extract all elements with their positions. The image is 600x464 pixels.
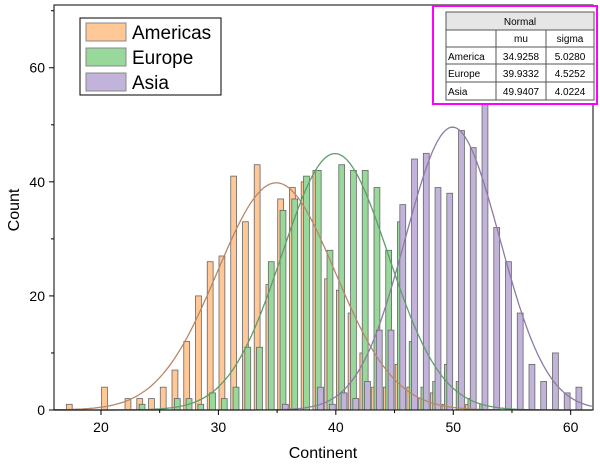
legend-label-asia: Asia xyxy=(132,73,169,94)
bar-asia xyxy=(469,147,477,411)
bar-asia xyxy=(375,329,383,411)
bar-europe xyxy=(173,398,181,411)
bar-europe xyxy=(232,386,240,411)
table-header-mu: mu xyxy=(514,34,528,45)
y-axis: 0 20 40 60 xyxy=(29,10,54,418)
x-tick-label: 60 xyxy=(563,419,579,435)
y-tick-label: 20 xyxy=(29,288,45,304)
x-axis: 20 30 40 50 60 xyxy=(93,410,579,435)
legend-swatch-asia xyxy=(85,72,127,92)
y-tick-label: 0 xyxy=(37,402,45,418)
bar-asia xyxy=(317,386,324,411)
bar-americas xyxy=(230,175,238,411)
legend-label-europe: Europe xyxy=(132,48,193,69)
table-row-label: America xyxy=(448,52,485,63)
bar-europe xyxy=(279,209,287,411)
table-cell-sigma: 4.5252 xyxy=(555,69,586,80)
y-tick-label: 60 xyxy=(29,60,45,76)
bar-americas xyxy=(148,398,155,411)
bar-europe xyxy=(350,170,357,411)
x-tick-label: 20 xyxy=(93,419,109,435)
table-cell-mu: 49.9407 xyxy=(503,87,540,98)
bar-europe xyxy=(326,249,334,411)
bar-asia xyxy=(540,381,548,411)
bar-asia xyxy=(387,329,395,411)
bar-americas xyxy=(218,255,226,411)
table-grid xyxy=(445,29,595,101)
y-axis-label: Count xyxy=(6,188,23,231)
bar-asia xyxy=(516,312,524,411)
x-tick-label: 40 xyxy=(328,419,344,435)
bar-europe xyxy=(244,346,252,411)
plot-frame xyxy=(53,4,594,411)
bar-asia xyxy=(434,187,442,411)
legend: Americas Europe Asia xyxy=(79,17,222,96)
bar-europe xyxy=(197,403,205,411)
legend-swatch-europe xyxy=(85,47,127,67)
table-cell-mu: 34.9258 xyxy=(503,52,540,63)
x-axis-label: Continent xyxy=(289,445,358,462)
fit-parameters-table: Normal mu sigma America 34.9258 5.0280 E… xyxy=(432,5,598,105)
bar-americas xyxy=(159,386,167,411)
legend-swatch-americas xyxy=(85,22,127,42)
y-tick-label: 40 xyxy=(29,174,45,190)
bar-asia xyxy=(399,204,407,411)
bar-asia xyxy=(352,398,360,411)
bar-asia xyxy=(340,392,348,411)
bar-asia xyxy=(422,152,430,411)
table-row-label: Asia xyxy=(448,87,468,98)
bar-asia xyxy=(493,227,501,411)
table-cell-sigma: 5.0280 xyxy=(555,52,586,63)
bar-europe xyxy=(220,398,228,411)
bar-americas xyxy=(195,295,202,411)
bar-europe xyxy=(361,170,369,411)
bar-asia xyxy=(505,261,512,411)
bar-europe xyxy=(291,198,299,411)
table-cell-sigma: 4.0224 xyxy=(555,87,586,98)
bar-asia xyxy=(458,130,465,411)
bar-asia xyxy=(446,192,454,411)
bar-europe xyxy=(314,170,322,411)
x-tick-label: 50 xyxy=(445,419,461,435)
bar-europe xyxy=(256,346,263,411)
bar-asia xyxy=(364,381,371,411)
bar-asia xyxy=(328,403,336,411)
table-title: Normal xyxy=(504,17,536,28)
x-tick-label: 30 xyxy=(211,419,227,435)
bar-asia xyxy=(575,386,583,411)
bar-europe xyxy=(209,392,216,411)
table-header-sigma: sigma xyxy=(557,34,584,45)
legend-label-americas: Americas xyxy=(132,23,211,44)
table-row-label: Europe xyxy=(448,69,481,80)
bar-asia xyxy=(481,101,489,411)
bar-asia xyxy=(528,363,536,411)
table-cell-mu: 39.9332 xyxy=(503,69,540,80)
